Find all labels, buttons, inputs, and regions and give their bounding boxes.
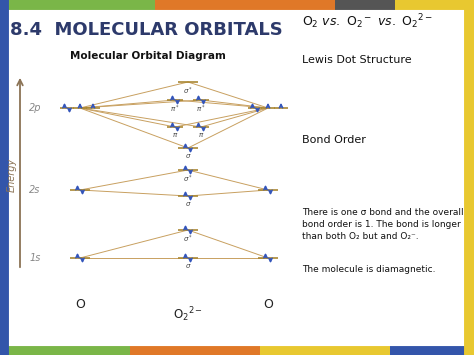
Text: $\sigma$: $\sigma$ [185, 152, 191, 160]
Text: O: O [263, 299, 273, 311]
Text: $\sigma^*$: $\sigma^*$ [183, 234, 193, 245]
Text: 8.4  MOLECULAR ORBITALS: 8.4 MOLECULAR ORBITALS [10, 21, 283, 39]
Text: 2s: 2s [29, 185, 41, 195]
Text: $\pi$: $\pi$ [198, 131, 204, 139]
Text: Lewis Dot Structure: Lewis Dot Structure [302, 55, 411, 65]
Text: Molecular Orbital Diagram: Molecular Orbital Diagram [70, 51, 226, 61]
Text: The molecule is diamagnetic.: The molecule is diamagnetic. [302, 265, 436, 274]
Text: 1s: 1s [29, 253, 41, 263]
Text: There is one σ bond and the overall
bond order is 1. The bond is longer
than bot: There is one σ bond and the overall bond… [302, 208, 464, 241]
Text: O$_2$ $vs.$ O$_2$$^-$ $vs.$ O$_2$$^{2-}$: O$_2$ $vs.$ O$_2$$^-$ $vs.$ O$_2$$^{2-}$ [302, 13, 433, 31]
Text: $\sigma^*$: $\sigma^*$ [183, 86, 193, 97]
Text: $\sigma$: $\sigma$ [185, 200, 191, 208]
Text: $\pi$: $\pi$ [172, 131, 178, 139]
Text: $\sigma$: $\sigma$ [185, 262, 191, 270]
Text: $\pi^*$: $\pi^*$ [170, 104, 180, 115]
Text: $\sigma^*$: $\sigma^*$ [183, 174, 193, 185]
Text: O$_2$$^{2-}$: O$_2$$^{2-}$ [173, 306, 203, 324]
Text: $\pi^*$: $\pi^*$ [196, 104, 206, 115]
Text: Energy: Energy [7, 158, 17, 192]
Text: Bond Order: Bond Order [302, 135, 366, 145]
Text: O: O [75, 299, 85, 311]
Text: 2p: 2p [29, 103, 41, 113]
